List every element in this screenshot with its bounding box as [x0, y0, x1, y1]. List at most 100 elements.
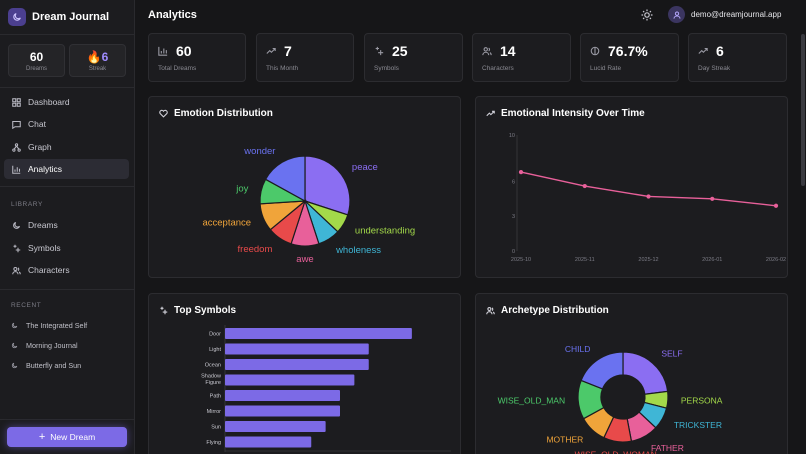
nav-item-dashboard[interactable]: Dashboard [4, 92, 129, 112]
nav-item-characters[interactable]: Characters [4, 260, 129, 280]
pie-slice-child [580, 351, 624, 390]
x-tick-label: 2025-10 [511, 257, 531, 263]
divider [0, 186, 134, 187]
user-email: demo@dreamjournal.app [691, 10, 782, 19]
new-dream-button[interactable]: + New Dream [7, 427, 127, 447]
recent-label: Morning Journal [26, 341, 78, 350]
plus-icon: + [38, 431, 46, 443]
moon-icon [11, 322, 18, 329]
bar-label: Flying [206, 440, 221, 446]
bar-label: Shadow [201, 374, 221, 380]
x-tick-label: 2026-01 [702, 257, 722, 263]
slice-label: freedom [238, 244, 273, 255]
slice-label: MOTHER [546, 434, 583, 444]
stat-card-characters: 14 Characters [472, 33, 571, 82]
user-menu[interactable]: demo@dreamjournal.app [668, 6, 781, 23]
stat-label: Total Dreams [158, 65, 197, 72]
panel-header: Emotion Distribution [159, 108, 273, 119]
slice-label: wonder [243, 146, 275, 157]
symbol-bar [225, 421, 326, 432]
archetype-donut-chart: SELF PERSONA TRICKSTER FATHERWISE_OLD_WOMAN… [498, 344, 723, 454]
graph-icon [12, 142, 21, 152]
x-tick-label: 2025-12 [638, 257, 658, 263]
trending-up-icon [486, 110, 495, 117]
symbol-bar [225, 405, 340, 417]
divider [0, 289, 134, 290]
recent-label: The Integrated Self [26, 321, 88, 330]
moon-icon [11, 342, 18, 349]
stat-label: Symbols [374, 65, 399, 72]
recent-item[interactable]: Butterfly and Sun [11, 361, 81, 370]
trending-up-icon [266, 47, 276, 54]
moon-icon [13, 221, 21, 229]
symbol-bar [225, 328, 412, 339]
mini-stat-value: 60 [29, 50, 44, 64]
nav-label: Characters [28, 265, 70, 275]
users-icon [482, 47, 492, 56]
nav-item-analytics[interactable]: Analytics [4, 159, 129, 179]
brand[interactable]: Dream Journal [8, 8, 109, 26]
stat-label: Day Streak [698, 65, 731, 72]
bar-label: Door [209, 332, 221, 338]
mini-stat-label: Dreams [25, 66, 47, 72]
bar-label: Figure [205, 380, 221, 386]
stat-value: 25 [392, 43, 408, 59]
slice-label: FATHER [651, 443, 684, 453]
stat-label: Characters [482, 65, 514, 72]
dashboard-icon [12, 97, 21, 107]
slice-label: acceptance [202, 217, 251, 228]
nav-item-dreams[interactable]: Dreams [4, 215, 129, 235]
mini-stat-label: Streak [88, 66, 107, 72]
symbol-bar [225, 374, 355, 386]
panel-title: Top Symbols [174, 305, 237, 316]
sun-icon[interactable] [641, 9, 653, 21]
symbol-bar [225, 343, 369, 355]
intensity-point [582, 183, 587, 189]
emotion-distribution-panel: Emotion Distribution peace understanding w… [148, 96, 461, 278]
nav-label: Chat [28, 119, 46, 129]
stat-card-symbols: 25 Symbols [364, 33, 463, 82]
stat-label: Lucid Rate [590, 65, 622, 72]
x-tick-label: 2026-02 [766, 257, 786, 263]
nav-item-graph[interactable]: Graph [4, 137, 129, 157]
archetype-distribution-panel: Archetype Distribution SELF PERSONA TRICKS… [475, 293, 788, 454]
y-tick-label: 6 [512, 179, 515, 185]
users-icon [12, 266, 21, 274]
panel-header: Emotional Intensity Over Time [486, 108, 645, 119]
stat-value: 76.7% [608, 43, 648, 59]
stat-card-this-month: 7 This Month [256, 33, 354, 82]
symbol-bar [225, 359, 369, 370]
nav-label: Graph [28, 142, 52, 152]
recent-item[interactable]: The Integrated Self [11, 321, 87, 330]
stat-label: This Month [266, 65, 299, 72]
slice-label: TRICKSTER [674, 420, 722, 430]
sparkles-icon [13, 244, 21, 252]
stat-value: 7 [284, 43, 292, 59]
stat-value: 60 [176, 43, 192, 59]
page-title: Analytics [148, 9, 197, 21]
y-tick-label: 0 [512, 249, 515, 255]
scrollbar[interactable] [801, 34, 805, 186]
pie-slice-wonder [264, 155, 306, 203]
bar-chart-icon [158, 46, 168, 56]
symbol-bar [225, 390, 340, 401]
mini-stat-streak: 🔥6 Streak [69, 44, 126, 77]
users-icon [486, 306, 495, 315]
slice-label: awe [296, 254, 313, 265]
nav-label: Dreams [28, 220, 58, 230]
bar-label: Sun [211, 425, 221, 431]
nav-item-chat[interactable]: Chat [4, 114, 129, 134]
intensity-point [710, 196, 715, 201]
slice-label: CHILD [565, 344, 591, 354]
recent-label: Butterfly and Sun [26, 361, 82, 370]
moon-logo-icon [8, 8, 26, 26]
panel-header: Archetype Distribution [486, 305, 609, 316]
nav-item-symbols[interactable]: Symbols [4, 238, 129, 258]
mini-stat-value: 🔥6 [86, 50, 109, 64]
intensity-point [646, 194, 651, 199]
x-tick-label: 2025-11 [575, 257, 595, 263]
recent-item[interactable]: Morning Journal [11, 341, 78, 350]
panel-title: Archetype Distribution [501, 305, 609, 316]
sidebar: Dream Journal 60 Dreams 🔥6 Streak Dashbo… [0, 0, 135, 454]
